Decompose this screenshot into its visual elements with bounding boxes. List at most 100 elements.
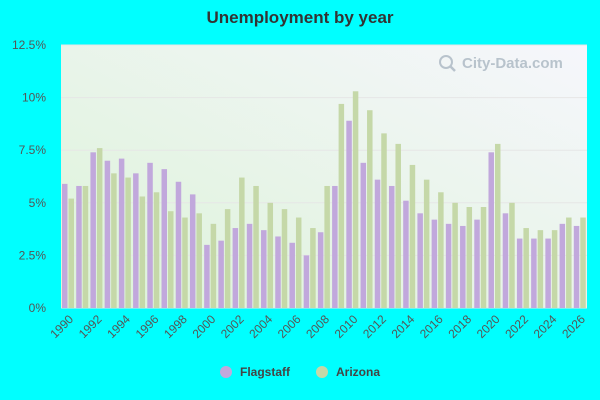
bar-arizona-2014 bbox=[409, 164, 416, 308]
bar-arizona-2026 bbox=[580, 217, 586, 308]
bar-arizona-1999 bbox=[196, 213, 202, 308]
x-tick-label: 2022 bbox=[502, 312, 531, 341]
bar-flagstaff-1991 bbox=[76, 185, 82, 308]
bar-flagstaff-1997 bbox=[161, 169, 168, 308]
bar-flagstaff-2025 bbox=[559, 223, 566, 308]
x-tick-label: 1994 bbox=[104, 312, 133, 341]
bar-flagstaff-1996 bbox=[147, 162, 153, 308]
bar-arizona-1993 bbox=[111, 173, 117, 308]
y-tick-label: 2.5% bbox=[19, 248, 47, 262]
bar-arizona-1994 bbox=[125, 177, 131, 308]
bar-flagstaff-2006 bbox=[289, 242, 295, 308]
bar-flagstaff-2010 bbox=[346, 120, 352, 308]
bar-arizona-2004 bbox=[267, 202, 274, 308]
x-tick-label: 2006 bbox=[275, 312, 304, 341]
bar-arizona-1992 bbox=[96, 148, 103, 308]
bar-arizona-2024 bbox=[551, 230, 558, 308]
bar-flagstaff-2023 bbox=[531, 238, 537, 308]
bar-flagstaff-2000 bbox=[204, 244, 210, 308]
bar-arizona-1990 bbox=[68, 198, 74, 308]
x-tick-label: 2010 bbox=[332, 312, 361, 341]
bar-flagstaff-2001 bbox=[218, 240, 224, 308]
bar-flagstaff-2005 bbox=[275, 236, 281, 308]
x-tick-label: 1996 bbox=[133, 312, 162, 341]
x-tick-label: 2016 bbox=[417, 312, 446, 341]
bar-arizona-2020 bbox=[494, 143, 501, 308]
watermark: City-Data.com bbox=[438, 54, 563, 72]
bar-arizona-2021 bbox=[509, 202, 515, 308]
bar-flagstaff-1994 bbox=[118, 158, 125, 308]
bar-arizona-1997 bbox=[168, 211, 174, 308]
y-tick-label: 7.5% bbox=[19, 143, 47, 157]
bar-arizona-2015 bbox=[423, 179, 430, 308]
bar-flagstaff-2016 bbox=[431, 219, 438, 308]
bar-arizona-2013 bbox=[395, 143, 401, 308]
watermark-text: City-Data.com bbox=[462, 54, 563, 72]
bar-arizona-2005 bbox=[281, 209, 288, 308]
bar-flagstaff-2022 bbox=[516, 238, 523, 308]
bar-arizona-1996 bbox=[153, 192, 160, 308]
bar-flagstaff-2017 bbox=[445, 223, 452, 308]
x-tick-label: 2004 bbox=[246, 312, 275, 341]
bar-arizona-2023 bbox=[537, 230, 544, 308]
bar-arizona-2016 bbox=[438, 192, 444, 308]
bar-arizona-2017 bbox=[452, 202, 458, 308]
legend-item-arizona[interactable]: Arizona bbox=[316, 365, 380, 379]
bar-flagstaff-2014 bbox=[403, 200, 409, 308]
bar-flagstaff-1992 bbox=[90, 152, 96, 308]
bar-flagstaff-2020 bbox=[488, 152, 494, 308]
x-tick-label: 2024 bbox=[531, 312, 560, 341]
y-tick-label: 5% bbox=[29, 196, 47, 210]
legend-label-flagstaff: Flagstaff bbox=[239, 365, 290, 379]
legend-swatch-flagstaff bbox=[219, 366, 232, 378]
legend: Flagstaff Arizona bbox=[0, 365, 600, 379]
y-tick-label: 0% bbox=[29, 301, 47, 315]
bar-arizona-2006 bbox=[295, 217, 302, 308]
bar-arizona-2012 bbox=[381, 133, 387, 308]
x-tick-label: 2026 bbox=[559, 312, 588, 341]
bar-arizona-2003 bbox=[253, 185, 259, 308]
magnifier-icon bbox=[439, 55, 456, 72]
bar-flagstaff-2007 bbox=[303, 255, 310, 308]
bar-arizona-1991 bbox=[82, 185, 89, 308]
x-tick-label: 1992 bbox=[76, 312, 105, 341]
bar-flagstaff-1990 bbox=[62, 183, 68, 308]
bar-flagstaff-1999 bbox=[189, 194, 196, 308]
bar-arizona-2019 bbox=[480, 207, 487, 308]
x-tick-label: 1990 bbox=[47, 312, 76, 341]
bar-flagstaff-2012 bbox=[374, 179, 381, 308]
bar-flagstaff-2024 bbox=[545, 238, 551, 308]
bar-flagstaff-1993 bbox=[104, 160, 111, 308]
bar-arizona-2022 bbox=[523, 228, 529, 308]
bar-flagstaff-2003 bbox=[246, 223, 253, 308]
bar-arizona-2001 bbox=[224, 209, 231, 308]
x-tick-label: 2020 bbox=[474, 312, 503, 341]
bar-flagstaff-1995 bbox=[133, 173, 139, 308]
bar-arizona-2011 bbox=[367, 110, 373, 308]
x-tick-label: 2002 bbox=[218, 312, 247, 341]
x-tick-label: 2000 bbox=[190, 312, 219, 341]
y-tick-label: 10% bbox=[22, 91, 46, 105]
bar-flagstaff-1998 bbox=[175, 181, 182, 308]
bar-arizona-2008 bbox=[324, 185, 330, 308]
bar-flagstaff-2011 bbox=[360, 162, 367, 308]
chart-title: Unemployment by year bbox=[206, 8, 394, 27]
x-tick-label: 1998 bbox=[161, 312, 190, 341]
bar-arizona-1995 bbox=[139, 196, 146, 308]
bar-flagstaff-2019 bbox=[474, 219, 480, 308]
bar-flagstaff-2002 bbox=[232, 228, 239, 308]
bar-flagstaff-2018 bbox=[460, 225, 466, 308]
bar-arizona-2010 bbox=[352, 91, 359, 309]
y-tick-label: 12.5% bbox=[12, 38, 46, 52]
bar-flagstaff-2021 bbox=[502, 213, 509, 308]
bar-flagstaff-2008 bbox=[317, 232, 324, 308]
bar-flagstaff-2026 bbox=[573, 225, 580, 308]
legend-item-flagstaff[interactable]: Flagstaff bbox=[219, 365, 290, 379]
bar-flagstaff-2004 bbox=[261, 230, 267, 308]
bar-arizona-2007 bbox=[310, 228, 316, 308]
bar-arizona-1998 bbox=[182, 217, 188, 308]
x-tick-label: 2012 bbox=[360, 312, 389, 341]
bar-arizona-2002 bbox=[239, 177, 245, 308]
bar-flagstaff-2009 bbox=[332, 185, 338, 308]
